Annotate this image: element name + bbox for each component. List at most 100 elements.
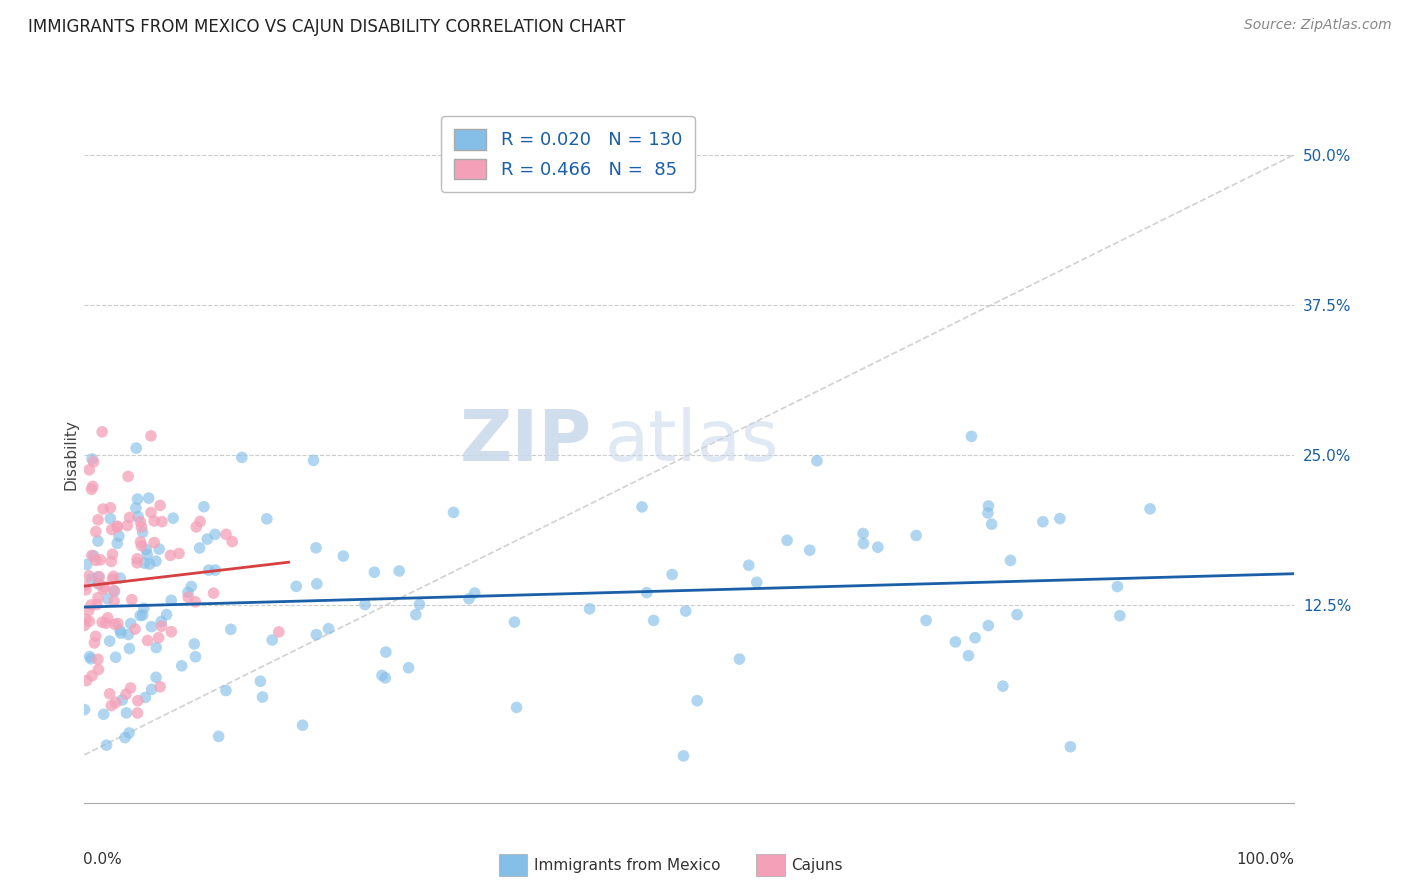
- Legend: R = 0.020   N = 130, R = 0.466   N =  85: R = 0.020 N = 130, R = 0.466 N = 85: [441, 116, 695, 192]
- Point: [127, 706, 149, 720]
- Point: [799, 543, 821, 558]
- Point: [91, 615, 114, 630]
- Point: [87, 591, 110, 605]
- Point: [131, 525, 153, 540]
- Point: [100, 554, 122, 568]
- Point: [249, 674, 271, 689]
- Point: [852, 536, 875, 550]
- Point: [207, 730, 229, 744]
- Point: [100, 698, 122, 713]
- Point: [103, 569, 125, 583]
- Point: [80, 598, 103, 612]
- Point: [262, 632, 284, 647]
- Point: [148, 542, 170, 557]
- Point: [1139, 501, 1161, 516]
- Point: [80, 652, 103, 666]
- Point: [231, 450, 253, 465]
- Point: [1107, 580, 1129, 594]
- Point: [219, 623, 242, 637]
- Point: [129, 535, 152, 549]
- Point: [204, 527, 226, 541]
- Text: Cajuns: Cajuns: [792, 858, 844, 872]
- Point: [134, 556, 156, 570]
- Point: [80, 668, 103, 682]
- Point: [332, 549, 354, 563]
- Point: [103, 594, 125, 608]
- Point: [145, 640, 167, 655]
- Point: [905, 528, 928, 542]
- Point: [160, 624, 183, 639]
- Point: [91, 502, 114, 516]
- Point: [388, 564, 411, 578]
- Point: [145, 670, 167, 684]
- Point: [84, 524, 107, 539]
- Point: [686, 694, 709, 708]
- Point: [108, 571, 131, 585]
- Text: 100.0%: 100.0%: [1237, 852, 1295, 866]
- Point: [980, 517, 1002, 532]
- Point: [188, 541, 211, 555]
- Point: [98, 687, 121, 701]
- Point: [464, 586, 486, 600]
- Point: [503, 615, 526, 629]
- Point: [197, 563, 219, 577]
- Point: [105, 519, 128, 533]
- Point: [87, 513, 110, 527]
- Point: [107, 616, 129, 631]
- Point: [184, 649, 207, 664]
- Point: [127, 556, 149, 570]
- Point: [93, 707, 115, 722]
- Point: [87, 577, 110, 591]
- Text: atlas: atlas: [605, 407, 779, 475]
- Point: [957, 648, 980, 663]
- Point: [291, 718, 314, 732]
- Point: [138, 557, 160, 571]
- Point: [104, 696, 127, 710]
- Point: [204, 563, 226, 577]
- Point: [202, 586, 225, 600]
- Text: IMMIGRANTS FROM MEXICO VS CAJUN DISABILITY CORRELATION CHART: IMMIGRANTS FROM MEXICO VS CAJUN DISABILI…: [28, 18, 626, 36]
- Point: [115, 706, 138, 720]
- Point: [155, 607, 177, 622]
- Point: [643, 614, 665, 628]
- Point: [977, 618, 1000, 632]
- Point: [138, 491, 160, 505]
- Point: [195, 532, 218, 546]
- Point: [108, 624, 131, 638]
- Point: [215, 683, 238, 698]
- Point: [105, 536, 128, 550]
- Point: [77, 463, 100, 477]
- Point: [143, 535, 166, 549]
- Point: [87, 569, 110, 583]
- Point: [1000, 553, 1022, 567]
- Point: [852, 526, 875, 541]
- Point: [149, 499, 172, 513]
- Point: [91, 425, 114, 439]
- Point: [160, 593, 183, 607]
- Point: [125, 441, 148, 455]
- Point: [75, 582, 97, 597]
- Point: [129, 515, 152, 529]
- Y-axis label: Disability: Disability: [63, 419, 79, 491]
- Point: [215, 527, 238, 541]
- Text: ZIP: ZIP: [460, 407, 592, 475]
- Point: [131, 539, 153, 553]
- Point: [104, 650, 127, 665]
- Point: [93, 580, 115, 594]
- Point: [91, 582, 114, 597]
- Point: [131, 608, 153, 623]
- Point: [363, 565, 385, 579]
- Point: [100, 500, 122, 515]
- Point: [193, 500, 215, 514]
- Point: [183, 637, 205, 651]
- Point: [76, 673, 98, 688]
- Point: [672, 748, 695, 763]
- Point: [73, 579, 96, 593]
- Point: [136, 633, 159, 648]
- Point: [75, 613, 97, 627]
- Point: [120, 616, 142, 631]
- Point: [150, 615, 173, 629]
- Point: [83, 549, 105, 563]
- Point: [104, 584, 127, 599]
- Point: [458, 591, 481, 606]
